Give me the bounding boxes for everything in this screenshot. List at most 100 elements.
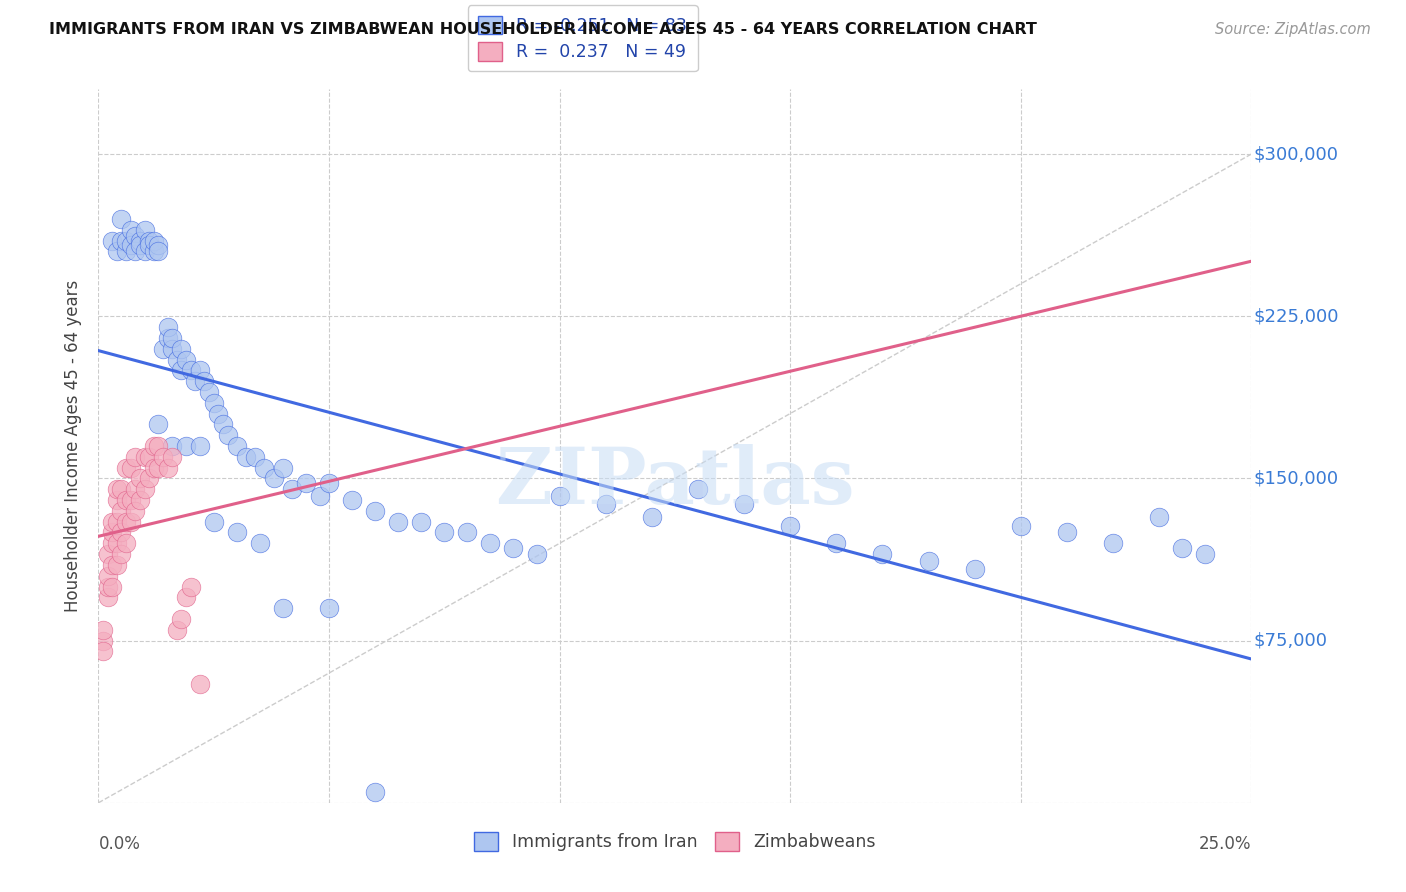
- Point: [340, 493, 363, 508]
- Point: [148, 439, 170, 453]
- Point: [142, 439, 165, 453]
- Point: [364, 504, 387, 518]
- Point: [115, 460, 138, 475]
- Point: [115, 234, 138, 248]
- Point: [115, 515, 138, 529]
- Point: [134, 244, 156, 259]
- Point: [129, 234, 152, 248]
- Point: [526, 547, 548, 561]
- Point: [271, 601, 294, 615]
- Point: [411, 515, 433, 529]
- Point: [1171, 541, 1194, 555]
- Point: [138, 234, 160, 248]
- Point: [872, 547, 894, 561]
- Point: [1194, 547, 1216, 561]
- Point: [101, 515, 124, 529]
- Point: [225, 525, 247, 540]
- Point: [105, 244, 128, 259]
- Point: [433, 525, 456, 540]
- Point: [152, 450, 174, 464]
- Point: [271, 460, 294, 475]
- Point: [917, 553, 939, 567]
- Point: [134, 450, 156, 464]
- Point: [124, 229, 146, 244]
- Point: [1056, 525, 1078, 540]
- Point: [115, 536, 138, 550]
- Point: [105, 536, 128, 550]
- Legend: Immigrants from Iran, Zimbabweans: Immigrants from Iran, Zimbabweans: [467, 825, 883, 858]
- Point: [212, 417, 235, 432]
- Point: [124, 244, 146, 259]
- Point: [308, 489, 330, 503]
- Point: [148, 417, 170, 432]
- Point: [166, 623, 188, 637]
- Text: 0.0%: 0.0%: [98, 835, 141, 853]
- Point: [174, 352, 197, 367]
- Point: [110, 482, 132, 496]
- Point: [825, 536, 848, 550]
- Point: [120, 223, 142, 237]
- Point: [595, 497, 617, 511]
- Point: [193, 374, 215, 388]
- Point: [170, 342, 193, 356]
- Point: [281, 482, 304, 496]
- Point: [180, 580, 202, 594]
- Point: [91, 644, 114, 658]
- Point: [641, 510, 664, 524]
- Point: [101, 580, 124, 594]
- Point: [548, 489, 571, 503]
- Point: [142, 244, 165, 259]
- Point: [105, 515, 128, 529]
- Point: [129, 238, 152, 252]
- Point: [101, 558, 124, 572]
- Point: [174, 591, 197, 605]
- Point: [479, 536, 502, 550]
- Point: [174, 439, 197, 453]
- Point: [235, 450, 257, 464]
- Point: [142, 234, 165, 248]
- Point: [156, 331, 179, 345]
- Point: [138, 238, 160, 252]
- Point: [170, 363, 193, 377]
- Point: [152, 342, 174, 356]
- Point: [318, 601, 340, 615]
- Point: [779, 519, 801, 533]
- Point: [110, 547, 132, 561]
- Point: [129, 471, 152, 485]
- Point: [502, 541, 524, 555]
- Point: [963, 562, 986, 576]
- Text: $300,000: $300,000: [1254, 145, 1339, 163]
- Point: [120, 460, 142, 475]
- Point: [115, 493, 138, 508]
- Point: [120, 238, 142, 252]
- Point: [295, 475, 318, 490]
- Point: [156, 460, 179, 475]
- Text: Source: ZipAtlas.com: Source: ZipAtlas.com: [1215, 22, 1371, 37]
- Point: [148, 238, 170, 252]
- Y-axis label: Householder Income Ages 45 - 64 years: Householder Income Ages 45 - 64 years: [65, 280, 83, 612]
- Point: [456, 525, 478, 540]
- Text: 25.0%: 25.0%: [1199, 835, 1251, 853]
- Text: $225,000: $225,000: [1254, 307, 1339, 326]
- Point: [91, 633, 114, 648]
- Point: [142, 460, 165, 475]
- Point: [97, 547, 120, 561]
- Point: [686, 482, 709, 496]
- Point: [105, 558, 128, 572]
- Point: [318, 475, 340, 490]
- Point: [188, 677, 211, 691]
- Point: [733, 497, 755, 511]
- Point: [115, 244, 138, 259]
- Point: [148, 244, 170, 259]
- Point: [263, 471, 285, 485]
- Point: [120, 493, 142, 508]
- Point: [124, 504, 146, 518]
- Point: [160, 331, 183, 345]
- Point: [160, 450, 183, 464]
- Point: [97, 591, 120, 605]
- Point: [364, 785, 387, 799]
- Text: $75,000: $75,000: [1254, 632, 1327, 649]
- Point: [129, 493, 152, 508]
- Point: [202, 396, 225, 410]
- Point: [170, 612, 193, 626]
